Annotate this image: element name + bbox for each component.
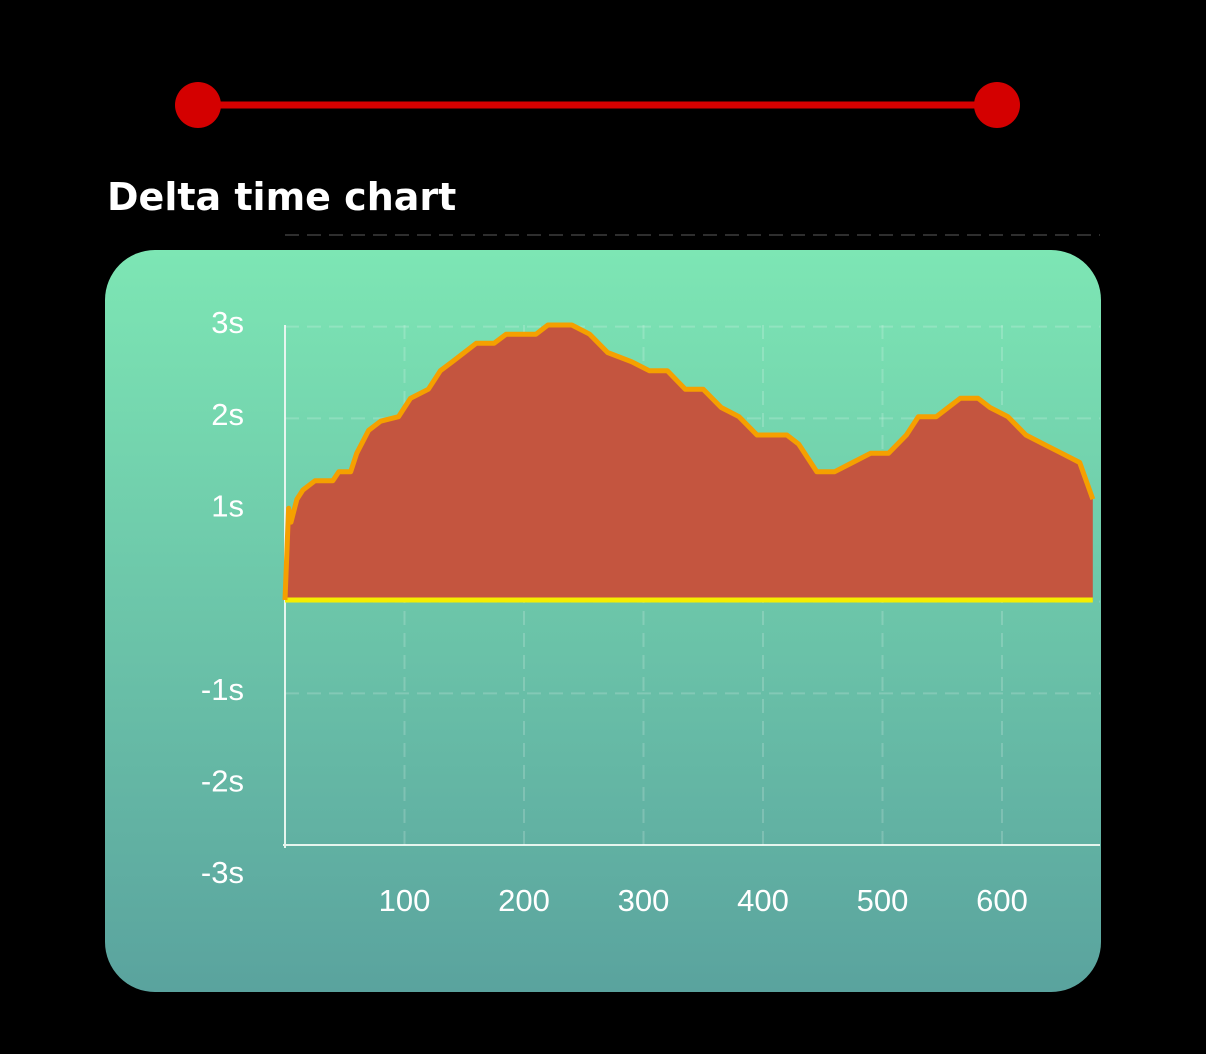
- slider-handle[interactable]: [175, 82, 221, 128]
- area-line: [282, 322, 1096, 601]
- x-tick-label: 200: [498, 883, 550, 918]
- slider-handle[interactable]: [974, 82, 1020, 128]
- plot: 3s 2s 1s -1s -2s -3s 100 200 300 400 500 600: [201, 234, 1100, 918]
- x-tick-label: 300: [618, 883, 670, 918]
- x-tick-label: 400: [737, 883, 789, 918]
- y-tick-label: -2s: [201, 764, 244, 799]
- slider[interactable]: [175, 82, 1020, 128]
- y-tick-label: 1s: [211, 489, 244, 524]
- x-tick-label: 600: [976, 883, 1028, 918]
- x-tick-label: 100: [379, 883, 431, 918]
- y-tick-label: -3s: [201, 855, 244, 890]
- area-fill: [285, 325, 1093, 600]
- x-tick-label: 500: [857, 883, 909, 918]
- chart-title: Delta time chart: [107, 175, 456, 219]
- y-tick-label: 3s: [211, 305, 244, 340]
- y-tick-label: 2s: [211, 397, 244, 432]
- chart-card: [105, 250, 1101, 992]
- y-tick-label: -1s: [201, 672, 244, 707]
